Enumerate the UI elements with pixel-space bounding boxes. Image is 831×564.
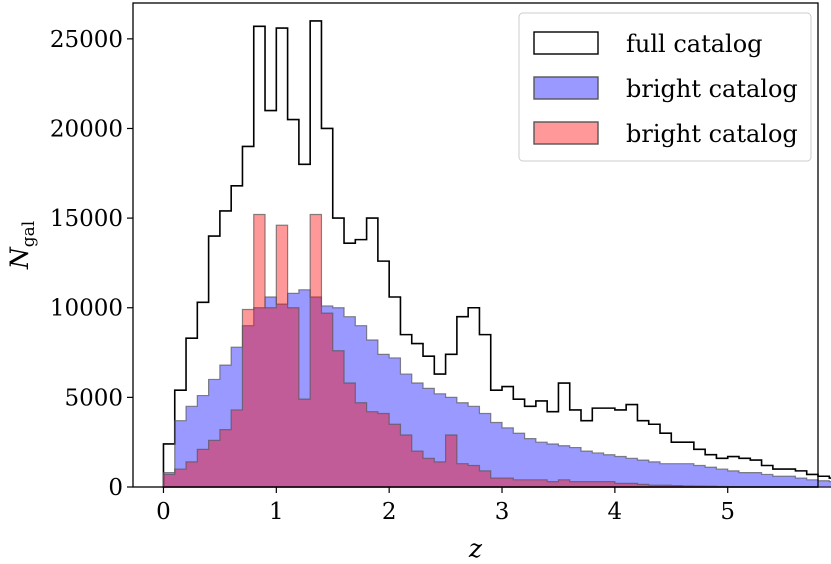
- y-tick-label-25000: 25000: [50, 27, 123, 53]
- y-tick-label-15000: 15000: [50, 206, 123, 232]
- legend-box: [518, 12, 812, 162]
- legend-label-1: bright catalog: [626, 75, 798, 103]
- y-tick-label-0: 0: [108, 475, 123, 501]
- x-tick-label-3: 3: [495, 499, 510, 525]
- y-tick-label-10000: 10000: [50, 296, 123, 322]
- ticks-layer: 0 1 2 3 4 5 0 5000 10000 15000 20000 25000: [50, 27, 735, 525]
- y-tick-label-5000: 5000: [64, 385, 123, 411]
- series-bright-catalog-1: [162, 289, 831, 488]
- y-tick-label-20000: 20000: [50, 116, 123, 142]
- legend: full catalog bright catalog bright catalog: [518, 12, 812, 162]
- legend-label-0: full catalog: [626, 30, 763, 58]
- legend-label-2: bright catalog: [626, 120, 798, 148]
- legend-swatch-2: [533, 121, 599, 145]
- x-axis-label: z: [468, 534, 483, 563]
- x-tick-label-5: 5: [720, 499, 735, 525]
- x-tick-label-2: 2: [382, 499, 397, 525]
- y-axis-label-main: N: [5, 246, 34, 270]
- y-axis-label: Ngal: [5, 221, 39, 270]
- y-axis-label-subscript: gal: [19, 221, 39, 247]
- series-full-catalog-0: [162, 20, 831, 488]
- plot-frame: [132, 2, 819, 488]
- legend-swatch-1: [533, 76, 599, 100]
- x-tick-label-4: 4: [608, 499, 623, 525]
- legend-swatch-0: [533, 31, 599, 55]
- x-tick-label-0: 0: [156, 499, 171, 525]
- x-tick-label-1: 1: [269, 499, 284, 525]
